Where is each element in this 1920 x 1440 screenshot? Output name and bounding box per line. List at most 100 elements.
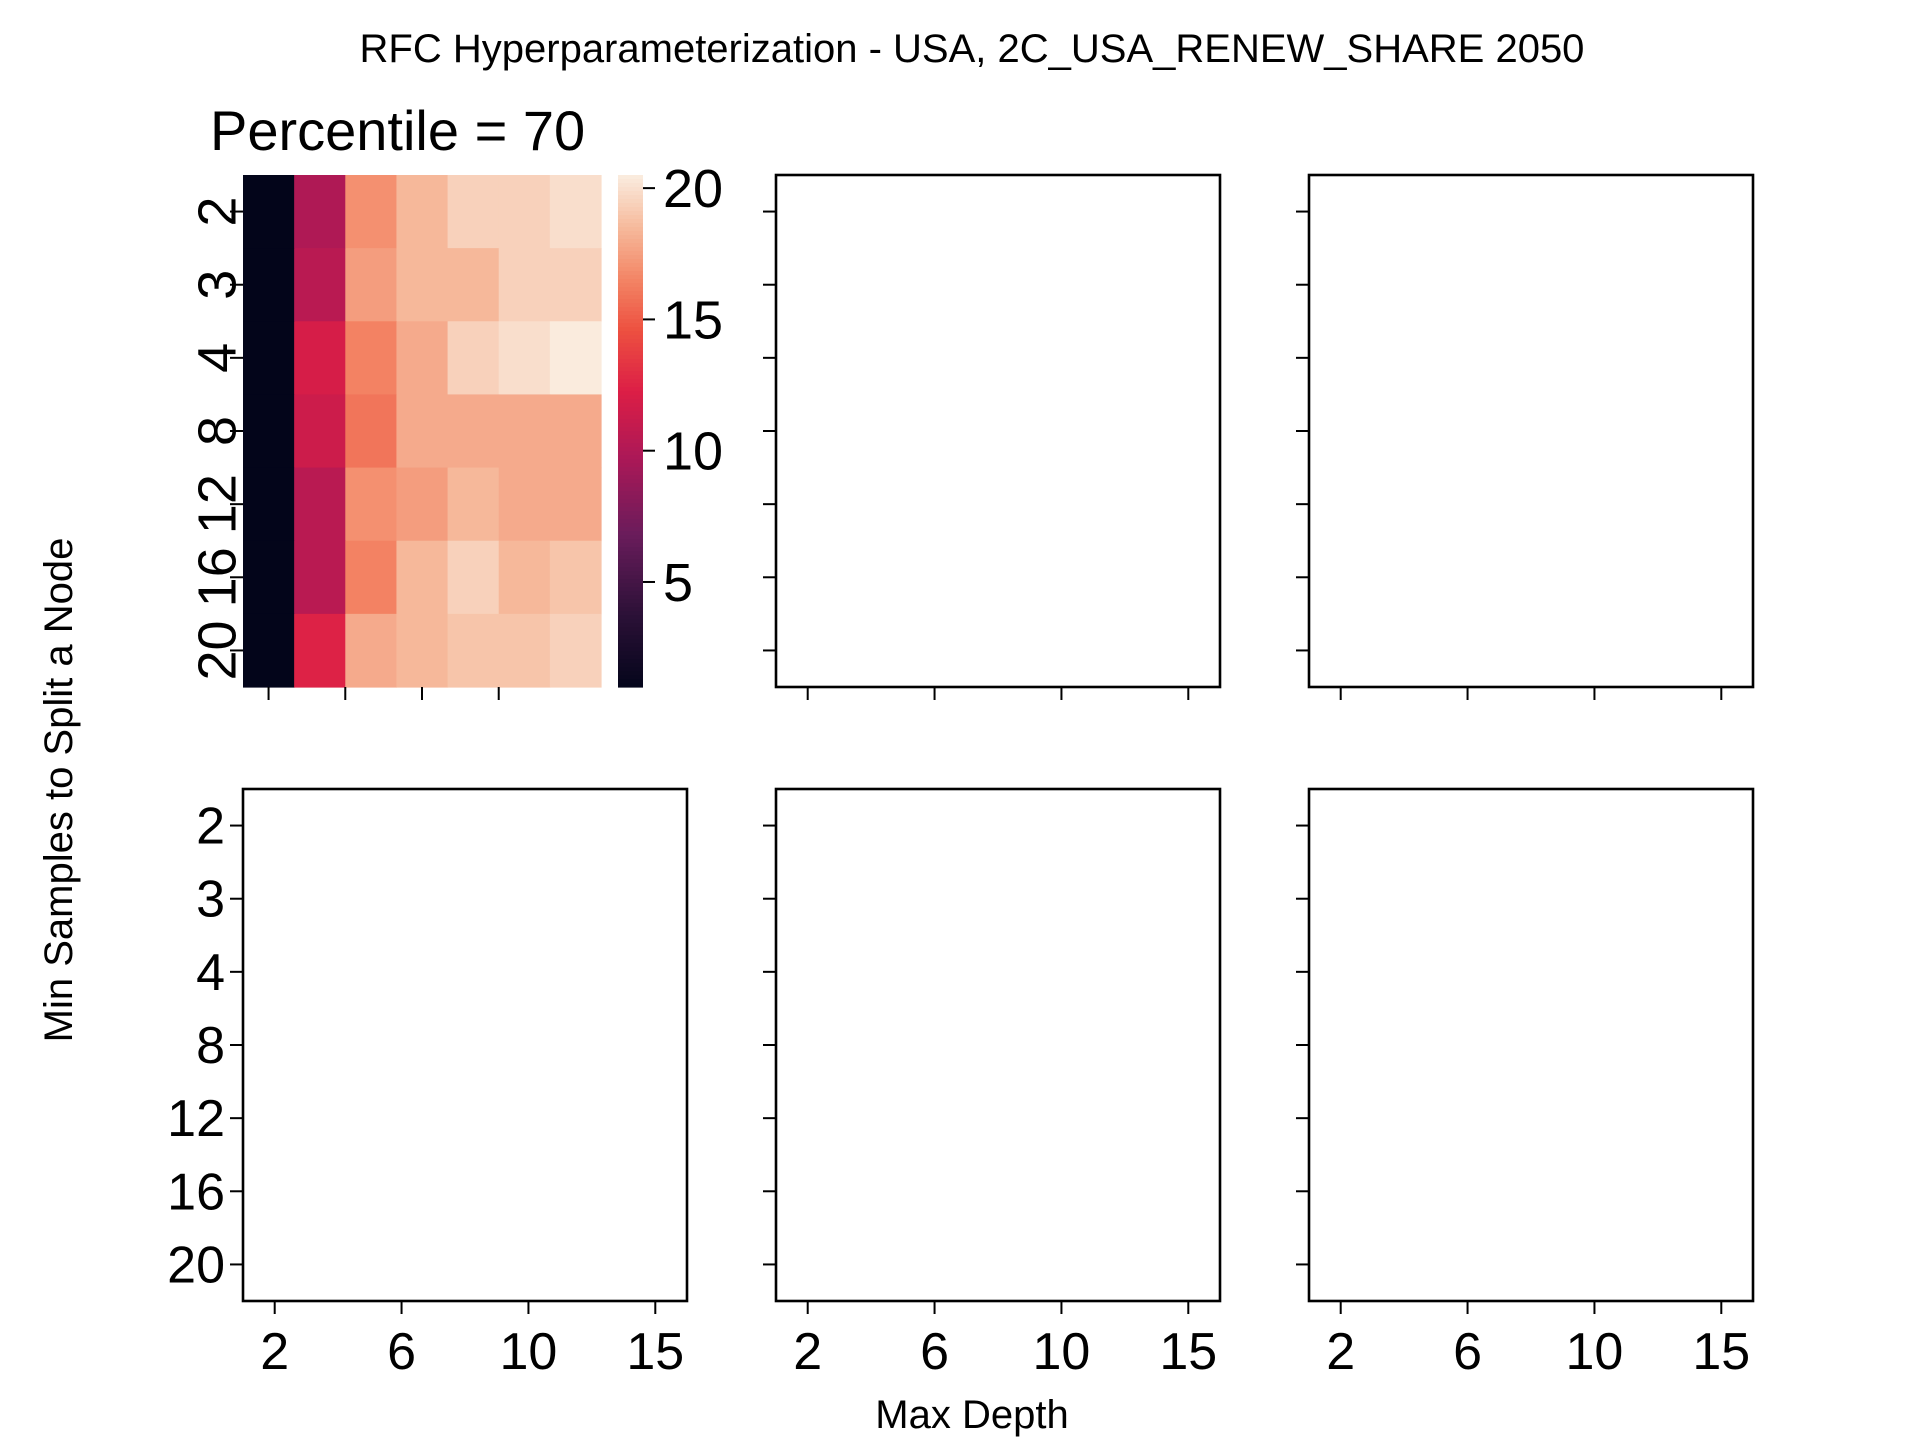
colorbar-segment [618, 451, 643, 456]
y-tick-label: 8 [187, 416, 247, 446]
y-tick-label: 2 [187, 197, 247, 227]
heatmap-cell-r6-c1 [243, 540, 295, 615]
colorbar-segment [618, 335, 643, 340]
colorbar-segment [618, 479, 643, 484]
colorbar-segment [618, 459, 643, 464]
heatmap-cell-r2-c1 [243, 248, 295, 322]
axes-frame [774, 173, 1222, 689]
heatmap-cell-r5-c4 [396, 467, 449, 542]
colorbar-segment [618, 279, 643, 284]
axes-frame [1307, 787, 1755, 1303]
colorbar-segment [618, 523, 643, 528]
empty-panel-5: 2 6 10 15 [763, 787, 1222, 1381]
heatmap-cell-r4-c4 [396, 394, 449, 469]
colorbar-segment [618, 271, 643, 276]
colorbar-segment [618, 191, 643, 196]
colorbar-segment [618, 363, 643, 368]
heatmap-cell-r6-c7 [549, 540, 602, 615]
heatmap-cell-r7-c1 [243, 613, 295, 688]
colorbar-segment [618, 323, 643, 328]
colorbar-segment [618, 511, 643, 516]
colorbar-segment [618, 343, 643, 348]
colorbar-segment [618, 599, 643, 604]
colorbar-segment [618, 531, 643, 536]
y-tick-label: 4 [196, 944, 225, 1002]
colorbar-segment [618, 255, 643, 260]
colorbar-segment [618, 563, 643, 568]
colorbar-segment [618, 611, 643, 616]
heatmap-cell-r1-c3 [345, 175, 398, 249]
colorbar-segment [618, 355, 643, 360]
colorbar-segment [618, 327, 643, 332]
colorbar-segment [618, 667, 643, 672]
heatmap-cell-r6-c3 [345, 540, 398, 615]
colorbar-segment [618, 199, 643, 204]
heatmap-cell-r2-c5 [447, 248, 500, 322]
colorbar-segment [618, 231, 643, 236]
axes-frame [1307, 173, 1755, 689]
colorbar-segment [618, 671, 643, 676]
figure-ylabel: Min Samples to Split a Node [37, 538, 81, 1043]
colorbar-segment [618, 683, 643, 688]
colorbar-tick-label: 10 [663, 422, 723, 482]
colorbar-segment [618, 487, 643, 492]
colorbar-segment [618, 371, 643, 376]
colorbar-segment [618, 179, 643, 184]
colorbar-segment [618, 679, 643, 684]
colorbar-segment [618, 503, 643, 508]
heatmap-cell-r2-c6 [498, 248, 551, 322]
colorbar-segment [618, 243, 643, 248]
colorbar-segment [618, 411, 643, 416]
colorbar-segment [618, 287, 643, 292]
colorbar: 5 10 15 20 [618, 159, 723, 688]
colorbar-segment [618, 527, 643, 532]
heatmap-panel-1: Percentile = 70 2 3 4 8 12 16 20 [187, 99, 602, 700]
colorbar-segment [618, 419, 643, 424]
heatmap-cell-r3-c3 [345, 321, 398, 396]
heatmap-cell-r3-c2 [294, 321, 346, 396]
colorbar-segment [618, 195, 643, 200]
colorbar-segment [618, 519, 643, 524]
colorbar-segment [618, 275, 643, 280]
heatmap-cell-r6-c2 [294, 540, 346, 615]
colorbar-segment [618, 235, 643, 240]
colorbar-segment [618, 315, 643, 320]
colorbar-segment [618, 543, 643, 548]
heatmap-cell-r2-c2 [294, 248, 346, 322]
y-tick-label: 3 [196, 871, 225, 929]
colorbar-segment [618, 303, 643, 308]
colorbar-tick-label: 5 [663, 553, 693, 613]
colorbar-segment [618, 615, 643, 620]
colorbar-segment [618, 175, 643, 180]
heatmap-cell-r7-c6 [498, 613, 551, 688]
colorbar-segment [618, 251, 643, 256]
colorbar-segment [618, 215, 643, 220]
heatmap-cell-r6-c5 [447, 540, 500, 615]
heatmap-cell-r7-c5 [447, 613, 500, 688]
colorbar-tick-label: 20 [663, 159, 723, 219]
heatmap-cell-r4-c1 [243, 394, 295, 469]
x-tick-label: 2 [260, 1323, 289, 1381]
colorbar-segment [618, 643, 643, 648]
colorbar-segment [618, 595, 643, 600]
colorbar-segment [618, 447, 643, 452]
y-tick-label: 4 [187, 343, 247, 373]
colorbar-segment [618, 547, 643, 552]
heatmap-cell-r5-c7 [549, 467, 602, 542]
colorbar-segment [618, 347, 643, 352]
colorbar-segment [618, 627, 643, 632]
colorbar-segment [618, 391, 643, 396]
colorbar-segment [618, 499, 643, 504]
colorbar-segment [618, 403, 643, 408]
x-tick-label: 15 [626, 1323, 684, 1381]
colorbar-segment [618, 207, 643, 212]
empty-panel-3 [1296, 173, 1755, 700]
colorbar-segment [618, 655, 643, 660]
colorbar-segment [618, 259, 643, 264]
heatmap-cell-r2-c7 [549, 248, 602, 322]
x-tick-label: 10 [500, 1323, 558, 1381]
heatmap-cell-r5-c3 [345, 467, 398, 542]
x-tick-label: 2 [793, 1323, 822, 1381]
heatmap-cell-r1-c5 [447, 175, 500, 249]
heatmap-cell-r4-c6 [498, 394, 551, 469]
